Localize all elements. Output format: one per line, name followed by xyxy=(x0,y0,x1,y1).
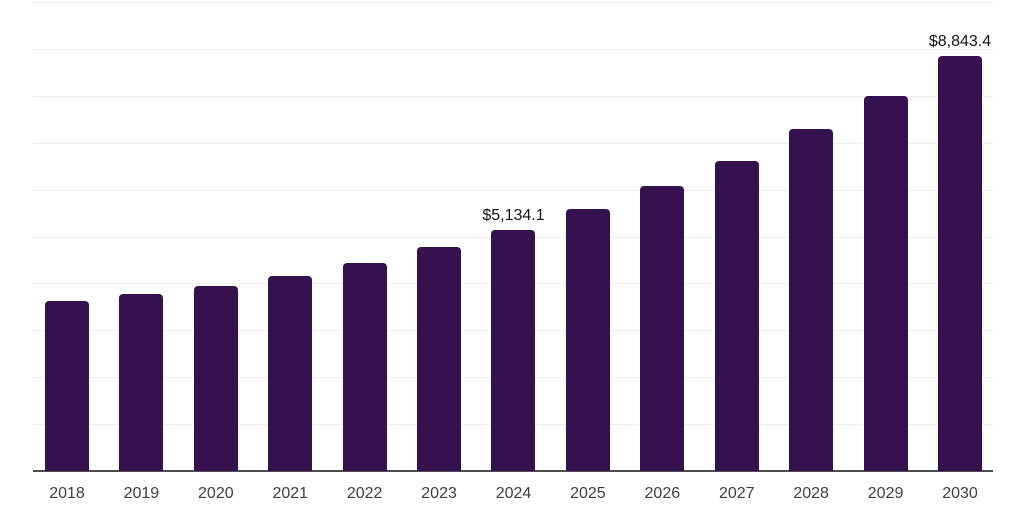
x-tick-label-2022: 2022 xyxy=(346,485,383,502)
bar-2025 xyxy=(565,208,610,471)
gridline xyxy=(33,95,993,97)
bar-2028 xyxy=(789,129,834,471)
bar-2023 xyxy=(417,246,462,471)
bar-2022 xyxy=(342,262,387,471)
bar-2024 xyxy=(491,230,536,471)
data-label-2024: $5,134.1 xyxy=(482,207,545,225)
data-label-2030: $8,843.4 xyxy=(928,33,992,51)
x-axis-line xyxy=(33,470,993,472)
x-tick-label-2020: 2020 xyxy=(198,485,234,502)
bar-2030 xyxy=(937,56,982,471)
x-tick-label-2027: 2027 xyxy=(718,485,755,502)
bar-2021 xyxy=(268,275,313,471)
bar-2018 xyxy=(45,301,89,471)
plot-area: $5,134.1 $8,843.4 xyxy=(33,2,993,472)
gridline xyxy=(33,48,993,50)
bar-2019 xyxy=(119,293,164,471)
x-tick-label-2030: 2030 xyxy=(942,485,978,502)
x-tick-label-2029: 2029 xyxy=(867,485,904,502)
x-tick-label-2019: 2019 xyxy=(123,485,160,502)
x-tick-label-2018: 2018 xyxy=(49,485,85,502)
x-tick-label-2024: 2024 xyxy=(495,485,532,502)
x-tick-label-2028: 2028 xyxy=(793,485,829,502)
gridline xyxy=(33,142,993,144)
bar-2020 xyxy=(193,286,238,471)
x-tick-label-2026: 2026 xyxy=(644,485,681,502)
x-tick-label-2023: 2023 xyxy=(421,485,457,502)
gridline xyxy=(33,2,993,3)
bar-2026 xyxy=(640,185,685,471)
bar-2029 xyxy=(863,96,908,471)
gridline xyxy=(33,189,993,191)
bar-2027 xyxy=(714,161,759,471)
x-tick-label-2021: 2021 xyxy=(272,485,309,502)
x-tick-label-2025: 2025 xyxy=(570,485,606,502)
